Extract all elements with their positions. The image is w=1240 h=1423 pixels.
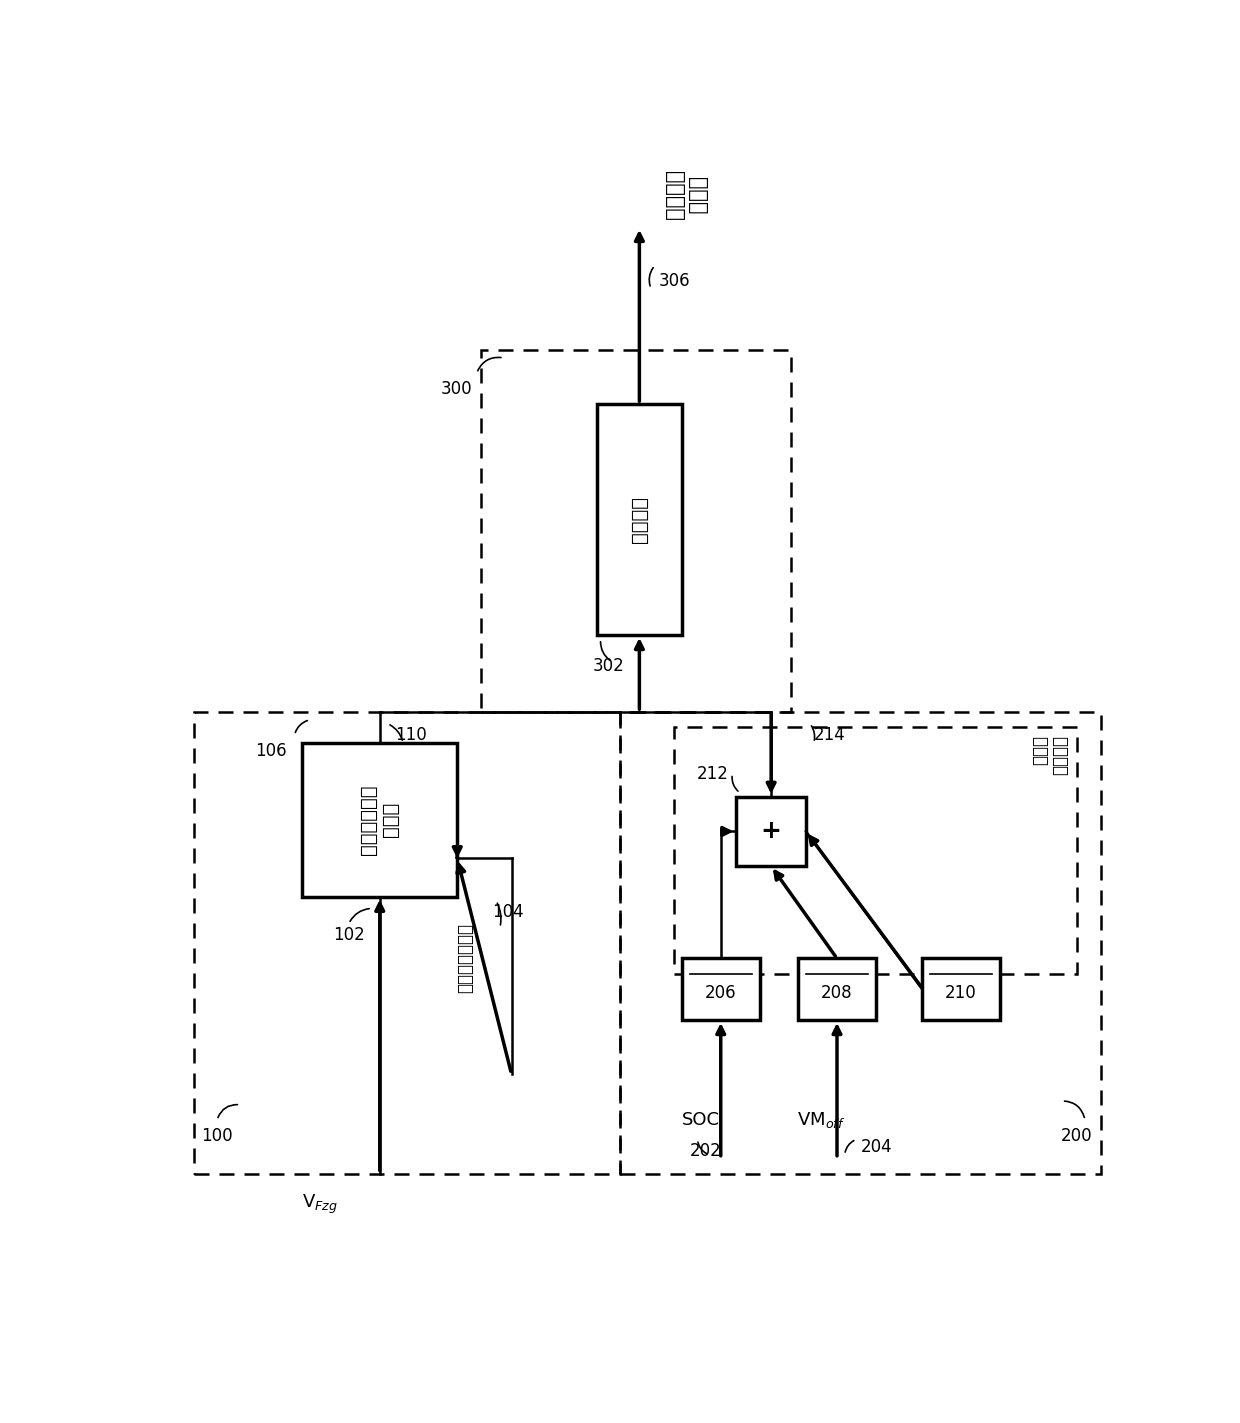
Text: 306: 306 [658, 272, 691, 290]
Bar [596, 404, 682, 635]
Text: 102: 102 [334, 926, 365, 945]
Text: 202: 202 [689, 1143, 722, 1160]
Text: 期望的驱动转矩: 期望的驱动转矩 [456, 924, 474, 993]
Text: 300: 300 [441, 380, 472, 397]
Text: 有效的
电力驱动: 有效的 电力驱动 [665, 171, 708, 221]
Text: 206: 206 [704, 985, 737, 1002]
Bar [682, 959, 759, 1020]
Text: +: + [760, 820, 781, 844]
Bar [799, 959, 875, 1020]
Text: 期望的
最小优势: 期望的 最小优势 [1030, 736, 1069, 776]
Bar [303, 743, 458, 896]
Bar [675, 727, 1078, 973]
Text: 104: 104 [492, 904, 523, 921]
Text: 214: 214 [813, 726, 846, 744]
Text: VM$_{off}$: VM$_{off}$ [797, 1110, 846, 1130]
Bar [620, 712, 1101, 1174]
Bar [923, 959, 999, 1020]
Text: 210: 210 [945, 985, 977, 1002]
Text: V$_{Fzg}$: V$_{Fzg}$ [303, 1194, 339, 1217]
Text: 208: 208 [821, 985, 853, 1002]
Bar [193, 712, 620, 1174]
Text: 电力驱动优势
的计算: 电力驱动优势 的计算 [360, 784, 401, 855]
Text: 110: 110 [396, 726, 427, 744]
Text: 204: 204 [861, 1138, 892, 1155]
Text: 200: 200 [1061, 1127, 1092, 1144]
Text: 100: 100 [201, 1127, 233, 1144]
Text: SOC: SOC [682, 1111, 720, 1130]
Text: 212: 212 [697, 764, 729, 783]
Bar [737, 797, 806, 867]
Text: 稳定作用: 稳定作用 [630, 497, 649, 544]
Bar [481, 350, 791, 712]
Text: 302: 302 [593, 657, 625, 675]
Text: 106: 106 [255, 741, 286, 760]
